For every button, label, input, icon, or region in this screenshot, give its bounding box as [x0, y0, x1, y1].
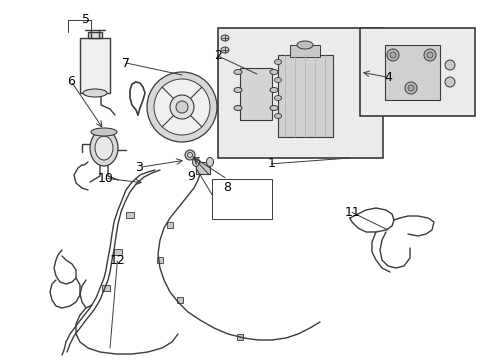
Text: 3: 3: [135, 161, 143, 174]
Circle shape: [386, 49, 398, 61]
Ellipse shape: [274, 95, 281, 100]
Bar: [196, 162, 209, 174]
Bar: [88, 32, 102, 38]
Ellipse shape: [234, 87, 242, 93]
Bar: [240, 68, 271, 120]
Bar: [167, 222, 173, 228]
Ellipse shape: [234, 69, 242, 75]
Text: 7: 7: [122, 57, 130, 69]
Bar: [157, 257, 163, 263]
Bar: [212, 179, 272, 219]
Ellipse shape: [91, 128, 117, 136]
Ellipse shape: [234, 105, 242, 111]
Ellipse shape: [221, 47, 228, 53]
Bar: [289, 45, 319, 57]
Ellipse shape: [269, 87, 278, 93]
Ellipse shape: [90, 130, 118, 166]
Text: 6: 6: [67, 75, 75, 87]
Circle shape: [147, 72, 217, 142]
Text: 2: 2: [213, 49, 221, 62]
Ellipse shape: [221, 35, 228, 41]
Ellipse shape: [444, 77, 454, 87]
Ellipse shape: [274, 59, 281, 64]
Bar: [177, 297, 183, 303]
Bar: [114, 249, 122, 255]
Ellipse shape: [206, 158, 213, 166]
Text: 10: 10: [97, 172, 113, 185]
Ellipse shape: [83, 89, 107, 97]
Circle shape: [389, 52, 395, 58]
Ellipse shape: [274, 113, 281, 118]
Bar: [102, 285, 110, 291]
Bar: [126, 212, 134, 218]
Text: 9: 9: [186, 170, 194, 183]
Ellipse shape: [269, 69, 278, 75]
Ellipse shape: [192, 158, 199, 166]
Ellipse shape: [95, 136, 113, 160]
Bar: [278, 55, 332, 137]
Ellipse shape: [296, 41, 312, 49]
Bar: [359, 28, 474, 116]
Ellipse shape: [187, 153, 192, 158]
Text: 4: 4: [384, 71, 392, 84]
Ellipse shape: [274, 77, 281, 82]
Circle shape: [176, 101, 187, 113]
Bar: [237, 334, 243, 340]
Text: 5: 5: [81, 13, 89, 26]
Text: 8: 8: [223, 181, 231, 194]
Ellipse shape: [184, 150, 195, 160]
Circle shape: [423, 49, 435, 61]
Circle shape: [170, 95, 194, 119]
Circle shape: [426, 52, 432, 58]
Text: 11: 11: [344, 206, 359, 219]
Bar: [218, 28, 382, 158]
Bar: [384, 45, 439, 100]
Circle shape: [404, 82, 416, 94]
Circle shape: [154, 79, 209, 135]
Ellipse shape: [444, 60, 454, 70]
Text: 1: 1: [267, 157, 275, 170]
Circle shape: [407, 85, 413, 91]
Ellipse shape: [269, 105, 278, 111]
Text: 12: 12: [109, 255, 125, 267]
Bar: [80, 38, 110, 93]
